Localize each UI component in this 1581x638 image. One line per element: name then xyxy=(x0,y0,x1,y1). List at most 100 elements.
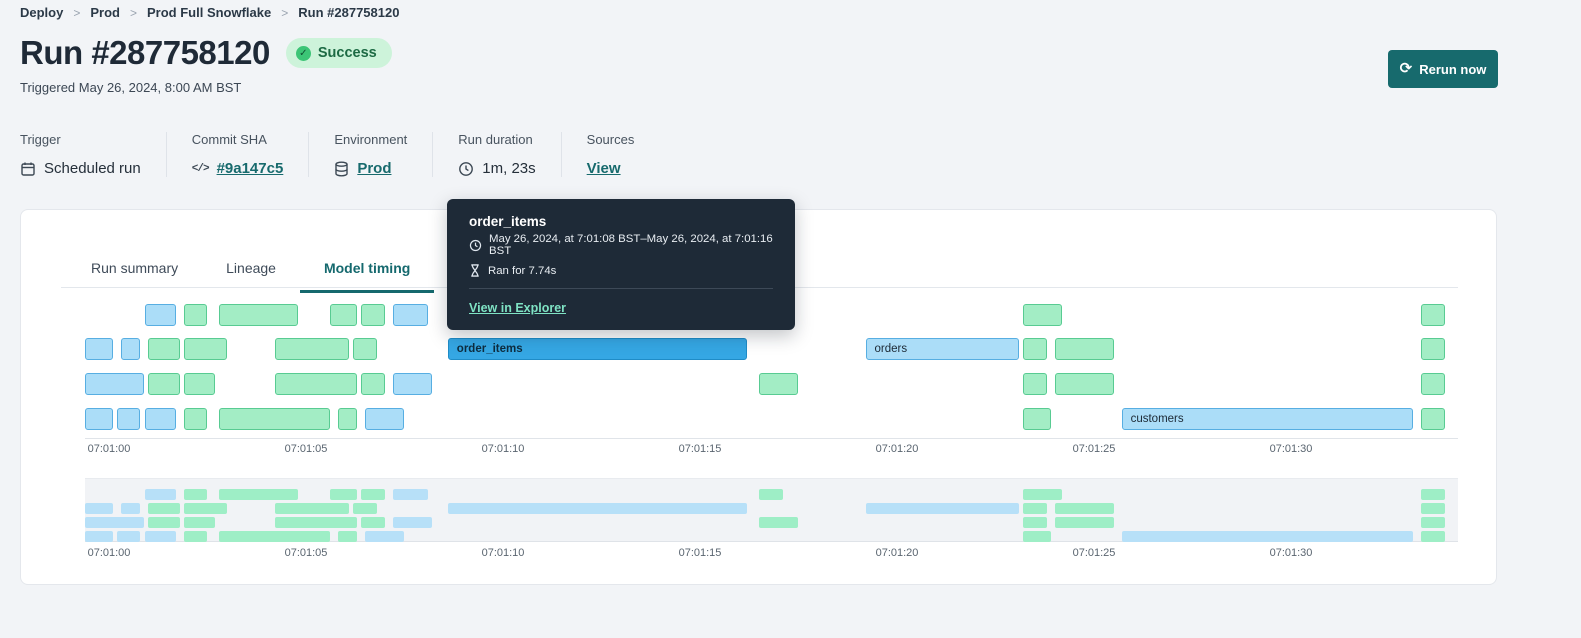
gantt-axis-labels: 07:01:0007:01:0507:01:1007:01:1507:01:20… xyxy=(85,443,1458,457)
gantt-bar[interactable] xyxy=(353,338,377,360)
gantt-bar[interactable] xyxy=(1421,338,1445,360)
breadcrumb-prod[interactable]: Prod xyxy=(90,5,120,20)
meta-label: Environment xyxy=(334,132,407,147)
rerun-icon: ⟳ xyxy=(1400,61,1413,76)
gantt-bar[interactable] xyxy=(184,373,216,395)
axis-tick-label: 07:01:15 xyxy=(679,443,722,455)
status-badge-label: Success xyxy=(318,45,377,61)
navigator-bar xyxy=(148,517,180,528)
axis-tick-label: 07:01:25 xyxy=(1073,547,1116,559)
gantt-bar[interactable] xyxy=(117,408,141,430)
axis-tick-label: 07:01:10 xyxy=(482,443,525,455)
gantt-bar[interactable] xyxy=(1055,373,1114,395)
navigator-bar xyxy=(1421,531,1445,542)
meta-sources: Sources View xyxy=(587,132,660,177)
navigator-bar xyxy=(85,531,113,542)
gantt-bar-customers[interactable]: customers xyxy=(1122,408,1414,430)
gantt-bar[interactable] xyxy=(1421,373,1445,395)
gantt-bar[interactable] xyxy=(1023,373,1047,395)
axis-tick-label: 07:01:05 xyxy=(285,443,328,455)
gantt-bar[interactable] xyxy=(361,373,385,395)
breadcrumb-job[interactable]: Prod Full Snowflake xyxy=(147,5,271,20)
axis-tick-label: 07:01:20 xyxy=(876,443,919,455)
gantt-bar[interactable] xyxy=(145,408,177,430)
gantt-bar[interactable] xyxy=(759,373,798,395)
axis-tick-label: 07:01:15 xyxy=(679,547,722,559)
page-title: Run #287758120 xyxy=(20,34,270,72)
gantt-bar[interactable] xyxy=(85,338,113,360)
gantt-bar[interactable] xyxy=(148,338,180,360)
database-icon xyxy=(334,161,349,177)
gantt-bar[interactable] xyxy=(148,373,180,395)
gantt-tooltip: order_items May 26, 2024, at 7:01:08 BST… xyxy=(447,199,795,330)
meta-label: Commit SHA xyxy=(192,132,284,147)
navigator-bar xyxy=(1023,531,1051,542)
gantt-bar[interactable] xyxy=(1055,338,1114,360)
gantt-navigator[interactable] xyxy=(85,478,1458,542)
navigator-bar xyxy=(361,489,385,500)
gantt-bar[interactable] xyxy=(338,408,358,430)
navigator-bar xyxy=(148,503,180,514)
sources-view-link[interactable]: View xyxy=(587,160,621,177)
navigator-bar xyxy=(275,503,350,514)
gantt-bar[interactable] xyxy=(1023,408,1051,430)
navigator-bar xyxy=(1055,517,1114,528)
navigator-bar xyxy=(1421,503,1445,514)
navigator-bar xyxy=(759,489,783,500)
rerun-now-label: Rerun now xyxy=(1419,62,1486,77)
rerun-now-button[interactable]: ⟳ Rerun now xyxy=(1388,50,1498,88)
environment-link[interactable]: Prod xyxy=(357,160,391,177)
breadcrumb-separator: > xyxy=(73,6,80,20)
navigator-bar xyxy=(219,489,298,500)
axis-tick-label: 07:01:20 xyxy=(876,547,919,559)
gantt-bar-order_items[interactable]: order_items xyxy=(448,338,747,360)
tooltip-model-name: order_items xyxy=(469,214,773,229)
gantt-bar[interactable] xyxy=(184,408,208,430)
gantt-bar[interactable] xyxy=(1421,408,1445,430)
navigator-bar xyxy=(184,503,227,514)
navigator-bar xyxy=(275,517,358,528)
gantt-bar[interactable] xyxy=(1023,338,1047,360)
gantt-bar[interactable] xyxy=(275,373,358,395)
gantt-bar-label: customers xyxy=(1123,413,1184,425)
gantt-bar[interactable] xyxy=(121,338,141,360)
gantt-bar[interactable] xyxy=(275,338,350,360)
axis-tick-label: 07:01:30 xyxy=(1270,443,1313,455)
navigator-bar xyxy=(184,489,208,500)
gantt-bar[interactable] xyxy=(184,338,227,360)
gantt-bar[interactable] xyxy=(145,304,177,326)
view-in-explorer-link[interactable]: View in Explorer xyxy=(469,301,566,315)
navigator-bar xyxy=(184,531,208,542)
navigator-bar xyxy=(145,489,177,500)
gantt-bar[interactable] xyxy=(365,408,404,430)
gantt-bar[interactable] xyxy=(219,304,298,326)
gantt-bar[interactable] xyxy=(85,408,113,430)
tooltip-time-range: May 26, 2024, at 7:01:08 BST–May 26, 202… xyxy=(489,233,773,257)
navigator-bar xyxy=(393,489,429,500)
navigator-bar xyxy=(361,517,385,528)
commit-sha-link[interactable]: #9a147c5 xyxy=(217,160,284,177)
navigator-bar xyxy=(85,517,144,528)
breadcrumb-deploy[interactable]: Deploy xyxy=(20,5,63,20)
code-icon: </> xyxy=(192,163,209,175)
navigator-bar xyxy=(184,517,216,528)
success-check-icon: ✓ xyxy=(296,46,311,61)
gantt-bar[interactable] xyxy=(184,304,208,326)
gantt-bar[interactable] xyxy=(393,304,429,326)
navigator-bar xyxy=(365,531,404,542)
run-metadata-row: Trigger Scheduled run Commit SHA </> #9a… xyxy=(20,132,684,177)
breadcrumb-separator: > xyxy=(130,6,137,20)
gantt-bar[interactable] xyxy=(85,373,144,395)
gantt-bar[interactable] xyxy=(219,408,329,430)
gantt-bar[interactable] xyxy=(330,304,358,326)
gantt-bar[interactable] xyxy=(393,373,432,395)
gantt-bar-orders[interactable]: orders xyxy=(866,338,1020,360)
trigger-value: Scheduled run xyxy=(44,160,141,177)
breadcrumb: Deploy > Prod > Prod Full Snowflake > Ru… xyxy=(20,5,399,20)
gantt-bar-label: order_items xyxy=(449,343,523,355)
navigator-bar xyxy=(145,531,177,542)
navigator-bar xyxy=(117,531,141,542)
gantt-bar[interactable] xyxy=(1023,304,1062,326)
gantt-bar[interactable] xyxy=(361,304,385,326)
gantt-bar[interactable] xyxy=(1421,304,1445,326)
